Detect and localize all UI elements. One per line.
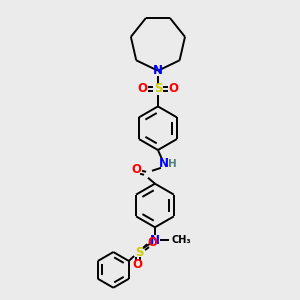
Text: H: H xyxy=(168,159,177,169)
Text: N: N xyxy=(153,64,163,77)
Text: CH₃: CH₃ xyxy=(172,235,191,245)
Text: S: S xyxy=(135,245,143,259)
Text: O: O xyxy=(137,82,147,95)
Text: S: S xyxy=(154,82,162,95)
Text: O: O xyxy=(132,258,142,272)
Text: O: O xyxy=(131,163,141,176)
Text: N: N xyxy=(159,158,169,170)
Text: O: O xyxy=(169,82,179,95)
Text: N: N xyxy=(150,234,160,247)
Text: O: O xyxy=(147,236,157,249)
